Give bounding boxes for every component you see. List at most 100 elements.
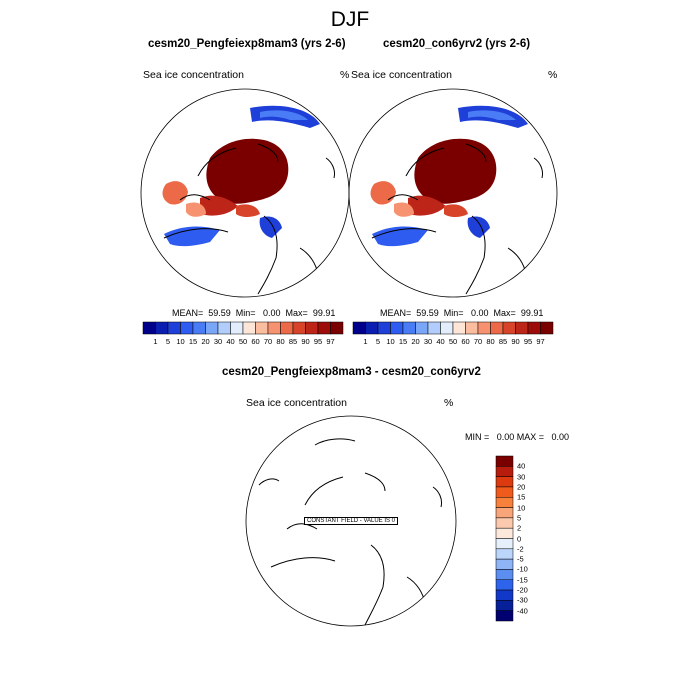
diff-panel-colorbar-label: -10 <box>517 564 528 574</box>
diff-panel-colorbar-label: 40 <box>517 461 526 471</box>
panel-1-colorbar-swatch <box>242 321 256 335</box>
panel-2-units-label: % <box>548 69 558 81</box>
diff-panel-colorbar-label: 2 <box>517 523 522 533</box>
panel-2-variable-label: Sea ice concentration <box>351 69 452 81</box>
panel-2-colorbar-label: 15 <box>398 337 408 346</box>
panel-2-colorbar-label: 70 <box>473 337 483 346</box>
panel-1-colorbar-swatch <box>192 321 206 335</box>
panel-2-colorbar-label: 85 <box>498 337 508 346</box>
panel-1-colorbar-labels: 1 5 10 15 20 30 40 50 60 70 80 85 90 95 97 <box>143 337 343 349</box>
diff-panel-colorbar-swatch <box>495 476 514 488</box>
panel-2-colorbar <box>352 321 554 335</box>
diff-panel-colorbar-label: 15 <box>517 492 526 502</box>
panel-1-colorbar-label: 97 <box>326 337 335 346</box>
panel-1-colorbar-swatch <box>305 321 319 335</box>
panel-2-colorbar-label: 60 <box>461 337 470 346</box>
diff-panel-colorbar-label: 0 <box>517 534 522 543</box>
diff-panel-colorbar-label: -2 <box>517 544 524 554</box>
diff-panel-colorbar-label: -30 <box>517 595 528 605</box>
panel-1-colorbar-swatch <box>142 321 156 335</box>
diff-panel-colorbar-swatch <box>495 507 514 519</box>
panel-2-colorbar-swatch <box>540 321 554 335</box>
panel-2-colorbar-swatch <box>490 321 504 335</box>
panel-2-colorbar-label: 30 <box>423 337 433 346</box>
panel-1-stats: MEAN= 59.59 Min= 0.00 Max= 99.91 <box>172 308 336 318</box>
diff-panel-coastlines <box>258 438 442 626</box>
panel-2-title: cesm20_con6yrv2 (yrs 2-6) <box>383 38 531 50</box>
panel-1-polar-map <box>140 88 350 298</box>
diff-panel-colorbar-label: -5 <box>517 554 524 564</box>
diff-panel-colorbar-label: 10 <box>517 503 526 513</box>
panel-1-colorbar <box>142 321 344 335</box>
panel-2-colorbar-swatch <box>452 321 466 335</box>
panel-1-units-label: % <box>340 69 350 81</box>
panel-2-colorbar-swatch <box>440 321 454 335</box>
panel-1-ice-field <box>162 105 320 247</box>
diff-panel-colorbar-label: 20 <box>517 482 526 492</box>
panel-2-colorbar-swatch <box>502 321 516 335</box>
panel-1-colorbar-label: 80 <box>276 337 285 346</box>
panel-1-colorbar-label: 85 <box>288 337 298 346</box>
diff-panel-colorbar-swatch <box>495 497 514 508</box>
panel-1-colorbar-label: 20 <box>201 337 210 346</box>
panel-2-colorbar-swatch <box>402 321 416 335</box>
panel-1-colorbar-swatch <box>217 321 231 335</box>
panel-1-colorbar-swatch <box>317 321 331 335</box>
panel-2-colorbar-label: 97 <box>536 337 545 346</box>
panel-2-stats: MEAN= 59.59 Min= 0.00 Max= 99.91 <box>380 308 544 318</box>
panel-1-colorbar-swatch <box>330 321 344 335</box>
panel-1-colorbar-label: 40 <box>226 337 235 346</box>
diff-panel-colorbar-swatch <box>495 600 514 611</box>
constant-field-label: CONSTANT FIELD - VALUE IS 0 <box>304 517 399 525</box>
panel-1-colorbar-swatch <box>180 321 194 335</box>
panel-1-variable-label: Sea ice concentration <box>143 69 244 81</box>
panel-2-colorbar-label: 90 <box>511 337 520 346</box>
panel-2-colorbar-labels: 1 5 10 15 20 30 40 50 60 70 80 85 90 95 97 <box>353 337 553 349</box>
diff-panel-colorbar-labels: 40 30 20 15 10 5 2 0 -2 -5 -10 -15 -20 -30 -40 <box>517 456 547 621</box>
panel-1-colorbar-label: 15 <box>188 337 198 346</box>
diff-panel-colorbar-label: -20 <box>517 585 528 595</box>
diff-panel-units-label: % <box>444 397 454 409</box>
diff-panel-colorbar-swatch <box>495 538 514 550</box>
panel-1-colorbar-label: 10 <box>176 337 185 346</box>
panel-1-colorbar-label: 1 <box>153 337 158 346</box>
panel-2-colorbar-label: 50 <box>448 337 458 346</box>
diff-panel-colorbar-label: 5 <box>517 513 522 523</box>
diff-panel-colorbar-swatch <box>495 558 514 570</box>
diff-panel-title: cesm20_Pengfeiexp8mam3 - cesm20_con6yrv2 <box>222 366 481 378</box>
panel-2-colorbar-label: 95 <box>523 337 533 346</box>
panel-2-colorbar-label: 5 <box>375 337 381 346</box>
diff-panel-colorbar-label: -15 <box>517 575 528 585</box>
panel-1-colorbar-swatch <box>155 321 169 335</box>
panel-1-colorbar-label: 90 <box>301 337 310 346</box>
panel-1-colorbar-swatch <box>255 321 269 335</box>
diff-panel-colorbar-swatch <box>495 569 514 580</box>
diff-panel-colorbar-label: 30 <box>517 472 526 482</box>
panel-1-coastlines <box>163 143 335 295</box>
diff-panel-colorbar-swatch <box>495 579 514 591</box>
panel-2-colorbar-label: 1 <box>363 337 368 346</box>
panel-1-colorbar-label: 30 <box>213 337 223 346</box>
panel-2-colorbar-label: 20 <box>411 337 420 346</box>
panel-1-title: cesm20_Pengfeiexp8mam3 (yrs 2-6) <box>148 38 346 50</box>
panel-1-colorbar-swatch <box>167 321 181 335</box>
panel-1-colorbar-swatch <box>267 321 281 335</box>
panel-2-colorbar-swatch <box>365 321 379 335</box>
diff-panel-colorbar-swatch <box>495 466 514 477</box>
panel-2-colorbar-swatch <box>527 321 541 335</box>
diff-panel-colorbar-swatch <box>495 589 514 601</box>
panel-2-colorbar-swatch <box>415 321 429 335</box>
panel-2-colorbar-swatch <box>352 321 366 335</box>
panel-1-colorbar-label: 70 <box>263 337 273 346</box>
figure-title: DJF <box>330 8 370 31</box>
panel-1-colorbar-label: 5 <box>165 337 171 346</box>
diff-panel-stats: MIN = 0.00 MAX = 0.00 <box>465 432 570 442</box>
panel-2-colorbar-swatch <box>477 321 491 335</box>
panel-2-colorbar-label: 80 <box>486 337 495 346</box>
panel-2-colorbar-label: 40 <box>436 337 445 346</box>
panel-1-colorbar-label: 60 <box>251 337 260 346</box>
panel-2-ice-field <box>370 105 528 247</box>
panel-1-colorbar-swatch <box>230 321 244 335</box>
panel-2-colorbar-swatch <box>465 321 479 335</box>
panel-2-colorbar-label: 10 <box>386 337 395 346</box>
